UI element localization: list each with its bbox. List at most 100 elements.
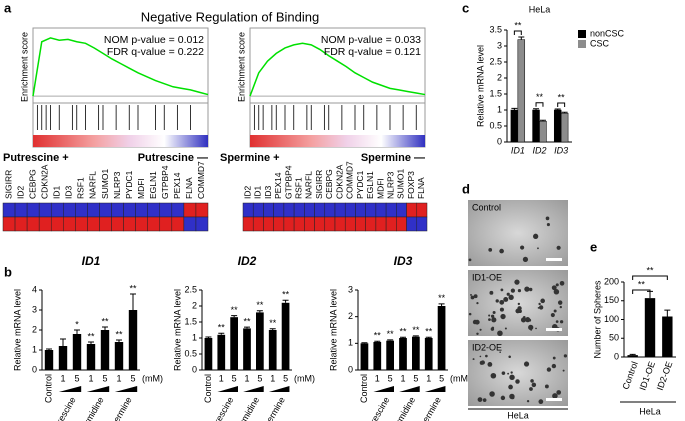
bar — [217, 334, 226, 370]
group-label: Spermidine — [74, 395, 105, 421]
x-tick-label: 1 — [375, 373, 380, 383]
x-tick-label: 1 — [426, 373, 431, 383]
sphere — [468, 312, 472, 316]
y-tick-label: 1 — [497, 104, 502, 114]
bar — [100, 330, 110, 370]
x-tick-label: 1 — [400, 373, 405, 383]
x-tick-label: ID1 — [511, 145, 525, 155]
sphere — [528, 324, 534, 330]
sphere — [499, 351, 501, 354]
bar — [539, 120, 547, 143]
gene-label: PYDC1 — [124, 170, 134, 199]
error-bar — [116, 339, 122, 342]
sphere — [559, 305, 562, 309]
x-tick-label: Control — [359, 374, 369, 403]
bar — [412, 336, 420, 370]
x-tick-label: 5 — [232, 373, 237, 383]
y-tick-label: 2.5 — [489, 56, 502, 66]
sphere — [472, 358, 475, 361]
sphere — [562, 369, 565, 372]
gene-label: PEX14 — [273, 172, 283, 199]
error-bar — [374, 340, 381, 342]
dose-wedge — [217, 386, 238, 392]
gene-label: SUMO1 — [100, 169, 110, 200]
sphere — [507, 372, 510, 375]
phenotype-label: Spermine + — [220, 152, 280, 164]
error-bar — [74, 329, 80, 334]
heat-cell — [63, 202, 76, 218]
bar — [510, 109, 519, 143]
bracket — [557, 102, 566, 108]
dose-wedge — [86, 386, 110, 392]
sphere — [557, 300, 563, 305]
sphere — [473, 294, 478, 299]
sphere — [526, 399, 530, 403]
heat-cell — [183, 216, 197, 232]
sphere — [509, 374, 515, 381]
scale-bar — [546, 258, 562, 261]
error-bar — [518, 36, 525, 40]
sphere — [522, 256, 529, 263]
significance: ** — [218, 323, 226, 333]
heat-cell — [406, 216, 418, 232]
heat-cell — [304, 202, 315, 218]
dose-wedge — [268, 386, 290, 392]
x-tick-label: 5 — [257, 373, 262, 383]
bar — [243, 328, 251, 370]
sphere — [491, 317, 497, 323]
significance: ** — [269, 318, 277, 328]
heat-cell — [147, 216, 161, 232]
x-tick-label: 5 — [74, 373, 79, 383]
gene-label: CEBPG — [27, 169, 37, 199]
heat-cell — [123, 216, 136, 232]
sphere — [524, 286, 530, 292]
bar — [256, 312, 264, 370]
sphere — [495, 299, 499, 303]
x-tick-label: 5 — [102, 373, 107, 383]
bar — [114, 342, 124, 370]
y-tick-label: 0 — [614, 351, 619, 361]
sphere — [489, 290, 494, 295]
heat-cell — [355, 202, 366, 218]
x-tick-label: 1 — [270, 373, 275, 383]
legend-swatch — [578, 30, 586, 38]
error-bar — [511, 107, 518, 110]
gene-label: ID2 — [242, 186, 252, 200]
sphere — [522, 315, 526, 319]
bar — [553, 109, 562, 143]
gene-label: CEBPG — [324, 169, 334, 199]
heat-cell — [111, 202, 124, 218]
gene-label: FLNA — [184, 177, 194, 199]
error-bar — [88, 341, 94, 344]
heat-cell — [396, 216, 407, 232]
sphere — [546, 367, 552, 372]
panel-label: b — [4, 264, 12, 279]
sphere — [556, 390, 562, 395]
gene-label: NLRP3 — [112, 171, 122, 199]
sphere — [468, 258, 472, 262]
sphere — [517, 302, 521, 306]
significance: * — [75, 319, 79, 329]
gene-label: ID3 — [64, 186, 74, 200]
sphere — [525, 317, 531, 323]
sphere — [559, 320, 564, 324]
sphere — [501, 371, 506, 375]
image-caption: HeLa — [507, 410, 529, 420]
heat-cell — [375, 216, 387, 232]
gene-label: SIGIRR — [314, 170, 324, 199]
sphere — [488, 248, 493, 252]
sphere — [551, 363, 557, 369]
gene-label: SUMO1 — [396, 169, 406, 200]
y-tick-label: 1 — [192, 332, 197, 342]
sphere — [476, 302, 479, 305]
error-bar — [664, 309, 671, 317]
heat-cell — [111, 216, 124, 232]
error-bar — [438, 303, 445, 306]
bracket — [632, 289, 651, 294]
x-tick-label: 5 — [413, 373, 418, 383]
heat-cell — [195, 216, 209, 232]
sphere — [500, 395, 506, 401]
bar — [128, 310, 138, 370]
sphere — [552, 356, 556, 360]
heat-cell — [365, 202, 377, 218]
